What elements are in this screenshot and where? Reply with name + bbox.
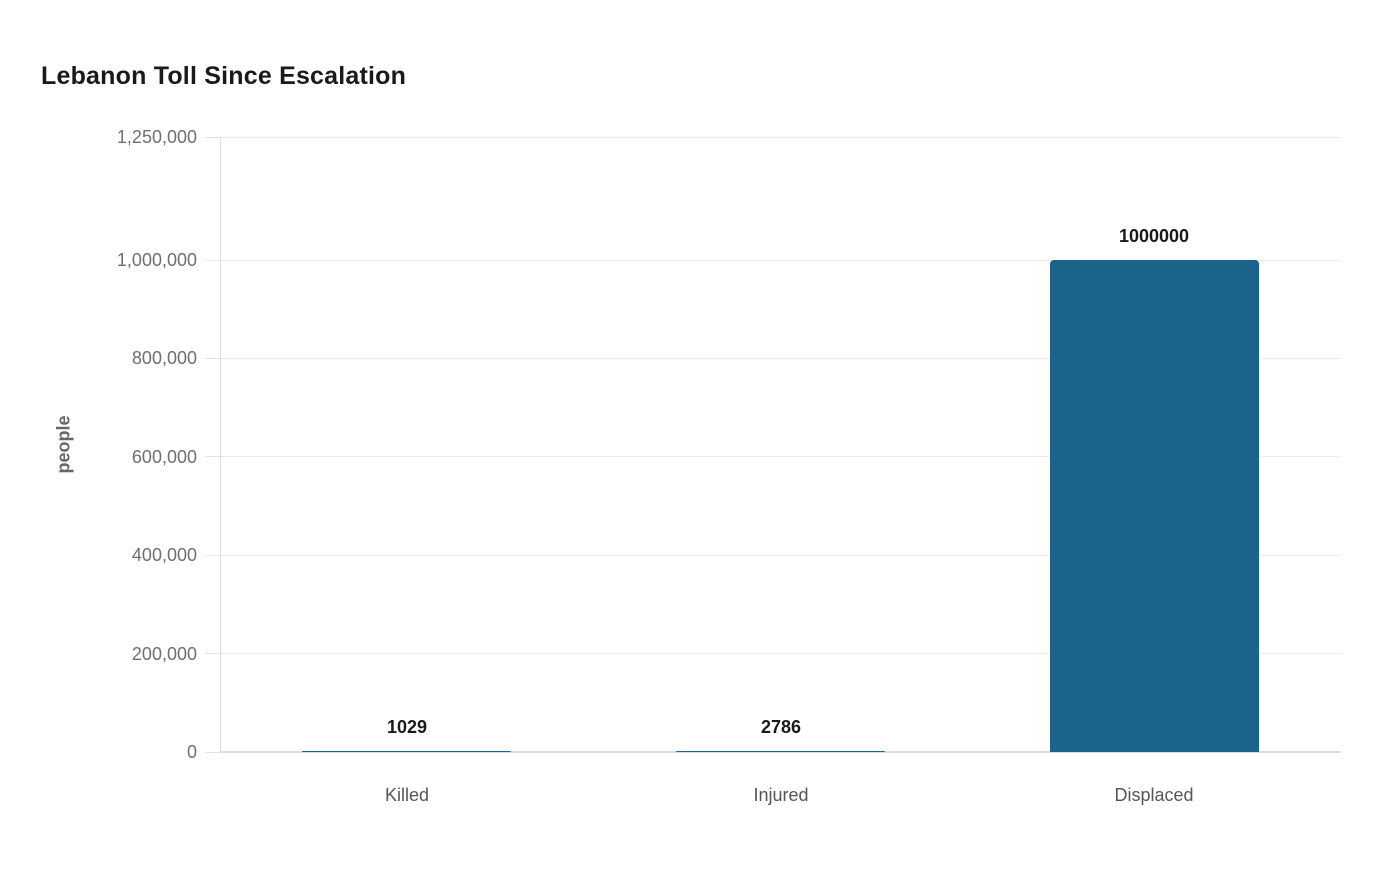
x-axis-line [220, 751, 1341, 753]
y-gridline [220, 259, 1341, 261]
y-tick-label: 1,000,000 [116, 250, 197, 270]
y-tick-label: 0 [186, 742, 197, 762]
category-label-injured: Injured [753, 785, 809, 805]
y-tick-mark [205, 653, 220, 655]
y-tick-label: 800,000 [131, 348, 197, 369]
y-tick-label: 1,250,000 [116, 127, 197, 147]
category-label-displaced: Displaced [1114, 785, 1194, 805]
category-label-killed: Killed [384, 785, 430, 805]
bar-killed [302, 751, 511, 752]
y-gridline [220, 136, 1341, 138]
bar-injured [676, 750, 885, 752]
y-tick-label: 600,000 [131, 446, 197, 467]
y-tick-label: 400,000 [131, 545, 197, 566]
y-tick-mark [205, 136, 220, 138]
y-gridline [220, 653, 1341, 655]
y-tick-label: 200,000 [131, 643, 197, 664]
y-tick-mark [205, 456, 220, 458]
y-gridline [220, 554, 1341, 556]
y-gridline [220, 456, 1341, 458]
y-tick-mark [205, 554, 220, 556]
y-axis-line [220, 137, 221, 752]
bar-value-label: 2786 [760, 717, 802, 737]
bar-displaced [1050, 260, 1259, 752]
bar-value-label: 1000000 [1118, 226, 1190, 246]
bar-value-label: 1029 [386, 717, 428, 737]
y-gridline [220, 357, 1341, 359]
y-tick-mark [205, 751, 220, 753]
chart-title: Lebanon Toll Since Escalation [41, 62, 407, 90]
y-tick-mark [205, 357, 220, 359]
y-tick-mark [205, 259, 220, 261]
